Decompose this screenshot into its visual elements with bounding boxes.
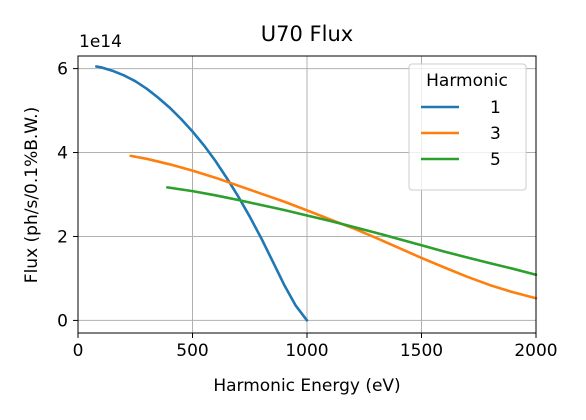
x-tick-label: 500	[176, 341, 208, 361]
series-line-harmonic-5	[166, 186, 538, 277]
legend-title: Harmonic	[426, 71, 508, 91]
series-line-harmonic-1	[95, 65, 309, 322]
x-tick-label: 0	[73, 341, 84, 361]
y-tick-label: 6	[57, 60, 68, 80]
x-tick-label: 2000	[514, 341, 557, 361]
y-tick-label: 0	[57, 311, 68, 331]
legend-label-harmonic-3: 3	[490, 124, 501, 144]
legend-items: 1 3 5	[421, 98, 501, 170]
legend-label-harmonic-5: 5	[490, 150, 501, 170]
y-offset-label: 1e14	[79, 32, 122, 52]
ticks: 0 500 1000 1500 2000 0 2 4 6	[57, 60, 557, 361]
series-line-harmonic-3	[129, 154, 538, 300]
legend-label-harmonic-1: 1	[490, 98, 501, 118]
y-axis-label: Flux (ph/s/0.1%B.W.)	[22, 107, 42, 283]
chart-title: U70 Flux	[261, 22, 353, 46]
x-axis-label: Harmonic Energy (eV)	[213, 376, 400, 396]
x-tick-label: 1000	[285, 341, 328, 361]
legend: Harmonic 1 3 5	[408, 63, 527, 191]
y-tick-label: 4	[57, 144, 68, 164]
series-group	[95, 65, 538, 322]
x-tick-label: 1500	[400, 341, 443, 361]
y-tick-label: 2	[57, 227, 68, 247]
